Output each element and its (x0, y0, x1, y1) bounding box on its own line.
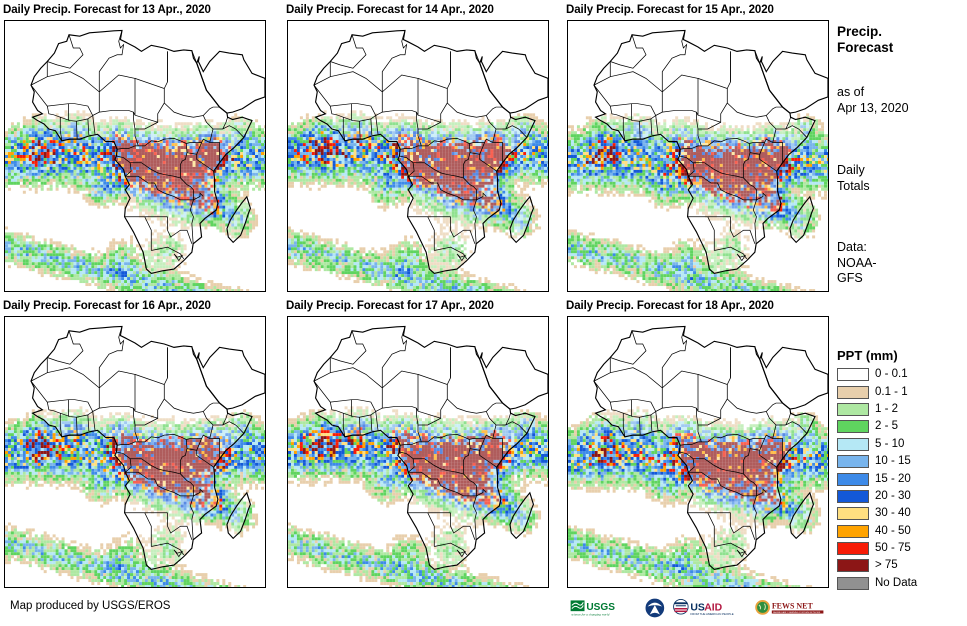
info-title-line1: Precip. (837, 24, 963, 40)
legend: PPT (mm) 0 - 0.1 0.1 - 1 1 - 2 2 - 5 5 - 10 1… (832, 348, 967, 592)
data-source-line1: NOAA- (837, 256, 965, 272)
map-panel: Daily Precip. Forecast for 17 Apr., 2020 (283, 299, 551, 591)
legend-label: 0.1 - 1 (875, 386, 908, 399)
legend-title: PPT (mm) (832, 348, 967, 363)
usaid-logo: US AID FROM THE AMERICAN PEOPLE (672, 599, 734, 616)
as-of-label: as of (837, 85, 965, 101)
legend-item: 1 - 2 (832, 401, 967, 418)
legend-swatch (837, 472, 869, 486)
legend-label: 1 - 2 (875, 403, 898, 416)
legend-label: No Data (875, 577, 917, 590)
precipitation-raster (5, 325, 265, 587)
legend-label: 0 - 0.1 (875, 368, 908, 381)
logo-bar: USGS science for a changing world US AID… (570, 593, 825, 623)
info-title-line2: Forecast (837, 40, 963, 56)
panel-title: Daily Precip. Forecast for 16 Apr., 2020 (0, 299, 268, 315)
legend-item: 0.1 - 1 (832, 383, 967, 400)
panel-title: Daily Precip. Forecast for 15 Apr., 2020 (563, 3, 831, 19)
legend-swatch (837, 385, 869, 399)
map-credit: Map produced by USGS/EROS (10, 600, 170, 612)
map-panel-grid: Daily Precip. Forecast for 13 Apr., 2020… (0, 3, 831, 591)
precipitation-raster (288, 325, 548, 587)
legend-item: 10 - 15 (832, 453, 967, 470)
legend-item: 2 - 5 (832, 418, 967, 435)
precipitation-raster (568, 325, 828, 587)
legend-item: 40 - 50 (832, 523, 967, 540)
legend-swatch (837, 507, 869, 521)
legend-swatch (837, 524, 869, 538)
fewsnet-logo: FEWS NET FAMINE EARLY WARNING SYSTEMS NE… (754, 600, 824, 615)
map-panel: Daily Precip. Forecast for 15 Apr., 2020 (563, 3, 831, 295)
precipitation-raster (568, 29, 828, 291)
map-frame[interactable] (4, 316, 266, 588)
map-frame[interactable] (567, 20, 829, 292)
map-frame[interactable] (287, 316, 549, 588)
legend-item: 5 - 10 (832, 436, 967, 453)
legend-label: 5 - 10 (875, 438, 904, 451)
as-of-date: Apr 13, 2020 (837, 101, 965, 117)
legend-label: 2 - 5 (875, 420, 898, 433)
info-column: Precip. Forecast as of Apr 13, 2020 Dail… (832, 0, 967, 626)
map-frame[interactable] (567, 316, 829, 588)
legend-label: 15 - 20 (875, 473, 911, 486)
panel-title: Daily Precip. Forecast for 14 Apr., 2020 (283, 3, 551, 19)
legend-item: 0 - 0.1 (832, 366, 967, 383)
map-panel: Daily Precip. Forecast for 18 Apr., 2020 (563, 299, 831, 591)
aggregation-line1: Daily (837, 163, 965, 179)
as-of-block: as of Apr 13, 2020 (837, 85, 965, 116)
legend-label: 20 - 30 (875, 490, 911, 503)
legend-label: 30 - 40 (875, 507, 911, 520)
legend-swatch (837, 455, 869, 469)
precipitation-raster (288, 29, 548, 291)
legend-swatch (837, 420, 869, 434)
legend-item: No Data (832, 575, 967, 592)
map-frame[interactable] (4, 20, 266, 292)
legend-item: 30 - 40 (832, 505, 967, 522)
panel-title: Daily Precip. Forecast for 17 Apr., 2020 (283, 299, 551, 315)
noaa-logo (644, 597, 666, 619)
legend-swatch (837, 489, 869, 503)
map-panel: Daily Precip. Forecast for 14 Apr., 2020 (283, 3, 551, 295)
legend-swatch (837, 542, 869, 556)
legend-swatch (837, 576, 869, 590)
legend-rows: 0 - 0.1 0.1 - 1 1 - 2 2 - 5 5 - 10 10 - 15 15 … (832, 366, 967, 592)
aggregation-line2: Totals (837, 179, 965, 195)
map-panel: Daily Precip. Forecast for 13 Apr., 2020 (0, 3, 268, 295)
legend-item: 50 - 75 (832, 540, 967, 557)
map-frame[interactable] (287, 20, 549, 292)
aggregation-block: Daily Totals (837, 163, 965, 194)
data-source-label: Data: (837, 240, 965, 256)
legend-item: 20 - 30 (832, 488, 967, 505)
legend-item: > 75 (832, 557, 967, 574)
legend-label: 50 - 75 (875, 542, 911, 555)
data-source-block: Data: NOAA- GFS (837, 240, 965, 287)
legend-label: 40 - 50 (875, 525, 911, 538)
legend-swatch (837, 402, 869, 416)
legend-swatch (837, 437, 869, 451)
legend-swatch (837, 559, 869, 573)
data-source-line2: GFS (837, 271, 965, 287)
legend-swatch (837, 368, 869, 382)
panel-title: Daily Precip. Forecast for 18 Apr., 2020 (563, 299, 831, 315)
panel-title: Daily Precip. Forecast for 13 Apr., 2020 (0, 3, 268, 19)
legend-label: > 75 (875, 559, 898, 572)
map-panel: Daily Precip. Forecast for 16 Apr., 2020 (0, 299, 268, 591)
legend-label: 10 - 15 (875, 455, 911, 468)
info-title: Precip. Forecast (837, 24, 963, 56)
usgs-logo: USGS science for a changing world (570, 600, 615, 617)
legend-item: 15 - 20 (832, 470, 967, 487)
precipitation-raster (5, 29, 265, 291)
